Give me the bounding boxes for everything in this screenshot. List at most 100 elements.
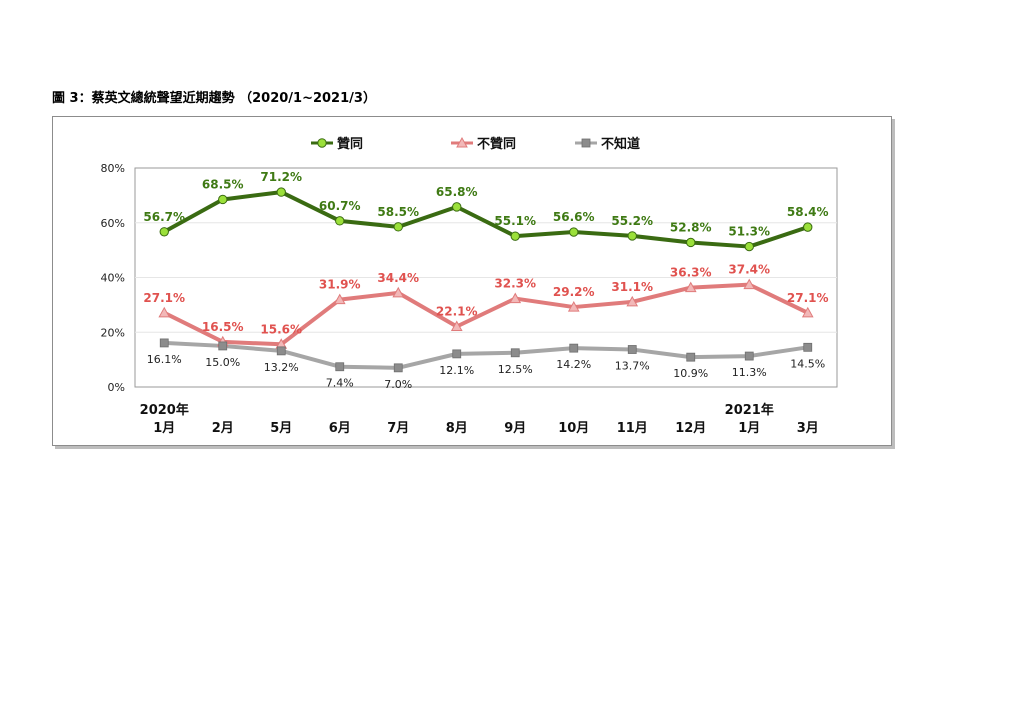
series-markers <box>158 187 814 373</box>
series-line-1 <box>163 282 809 347</box>
x-tick-year: 2020年 <box>140 402 189 418</box>
data-label: 31.9% <box>319 278 361 292</box>
data-point <box>510 231 520 241</box>
x-tick-month: 6月 <box>329 421 351 436</box>
data-label: 27.1% <box>787 291 829 305</box>
y-tick-label: 0% <box>108 381 125 394</box>
data-point <box>159 227 169 237</box>
y-tick-label: 80% <box>101 162 125 175</box>
data-label: 55.2% <box>611 214 653 228</box>
data-point <box>276 346 286 356</box>
data-label: 13.2% <box>264 361 299 374</box>
legend-label: 贊同 <box>337 136 363 152</box>
data-label: 27.1% <box>143 291 185 305</box>
data-point <box>392 286 405 298</box>
data-point <box>569 227 579 237</box>
x-tick-year: 2021年 <box>725 402 774 418</box>
data-point <box>158 306 171 318</box>
legend-marker-square-icon <box>581 138 591 148</box>
data-label: 52.8% <box>670 220 712 234</box>
data-point <box>803 342 813 352</box>
data-point <box>333 293 346 305</box>
x-tick-month: 5月 <box>270 421 292 436</box>
data-label: 60.7% <box>319 199 361 213</box>
x-tick-month: 12月 <box>675 421 706 436</box>
figure-caption: 圖 3：蔡英文總統聲望近期趨勢 （2020/1~2021/3） <box>52 91 376 106</box>
data-label: 32.3% <box>494 277 536 291</box>
x-tick-month: 9月 <box>504 421 526 436</box>
x-tick-month: 11月 <box>617 421 648 436</box>
data-label: 12.1% <box>439 364 474 377</box>
data-label: 12.5% <box>498 363 533 376</box>
data-labels: 56.7% 68.5% 71.2% 60.7% 58.5% 65.8% 55.1% 56.6%… <box>143 170 828 391</box>
data-label: 14.2% <box>556 358 591 371</box>
data-point <box>393 222 403 232</box>
data-label: 56.7% <box>143 210 185 224</box>
x-axis-ticks: 2020年 1月 2月 5月 6月 7月 8月 9月 10月 11月 12月 2021年 1月 3月 <box>140 402 819 436</box>
data-point <box>452 202 462 212</box>
y-tick-label: 20% <box>101 326 125 339</box>
line-chart: 0% 20% 40% 60% 80% 贊同 不贊同 不知道 56.7% 68.5% 71.2% 6… <box>101 136 838 436</box>
data-label: 36.3% <box>670 266 712 280</box>
chart-frame: 0% 20% 40% 60% 80% 贊同 不贊同 不知道 56.7% 68.5% 71.2% 6… <box>52 116 892 446</box>
legend-marker-circle-icon <box>317 138 327 148</box>
data-label: 31.1% <box>611 280 653 294</box>
data-point <box>452 349 462 359</box>
data-point <box>686 352 696 362</box>
data-label: 58.4% <box>787 205 829 219</box>
data-point <box>450 320 463 332</box>
series-line-2 <box>164 340 809 370</box>
legend-label: 不贊同 <box>477 136 516 152</box>
x-tick-month: 2月 <box>212 421 234 436</box>
data-point <box>510 348 520 358</box>
legend-label: 不知道 <box>601 136 640 152</box>
data-label: 37.4% <box>728 263 770 277</box>
data-label: 68.5% <box>202 177 244 191</box>
data-label: 22.1% <box>436 305 478 319</box>
data-label: 11.3% <box>732 366 767 379</box>
data-label: 15.0% <box>205 356 240 369</box>
data-label: 51.3% <box>728 225 770 239</box>
data-point <box>159 338 169 348</box>
y-tick-label: 60% <box>101 217 125 230</box>
data-label: 34.4% <box>377 271 419 285</box>
data-label: 55.1% <box>494 214 536 228</box>
x-tick-month: 1月 <box>738 421 760 436</box>
legend-marker-triangle-icon <box>456 136 468 148</box>
data-point <box>686 237 696 248</box>
data-label: 71.2% <box>260 170 302 184</box>
data-point <box>335 362 345 372</box>
x-tick-month: 10月 <box>558 421 589 436</box>
x-tick-month: 8月 <box>446 421 468 436</box>
data-point <box>276 187 286 197</box>
y-tick-label: 40% <box>101 272 125 285</box>
data-label: 29.2% <box>553 285 595 299</box>
data-point <box>218 194 228 205</box>
data-label: 65.8% <box>436 185 478 199</box>
data-label: 56.6% <box>553 210 595 224</box>
series-lines <box>163 190 809 370</box>
data-point <box>744 351 754 361</box>
data-label: 13.7% <box>615 359 650 372</box>
series-line-0 <box>163 190 809 249</box>
data-label: 10.9% <box>673 367 708 380</box>
data-point <box>803 222 813 232</box>
data-label: 16.5% <box>202 320 244 334</box>
data-label: 7.0% <box>384 378 412 391</box>
data-point <box>684 281 697 293</box>
x-tick-month: 7月 <box>387 421 409 436</box>
data-point <box>569 343 579 353</box>
data-point <box>567 301 580 312</box>
data-point <box>627 345 637 354</box>
data-point <box>218 341 228 351</box>
data-point <box>744 241 754 252</box>
data-point <box>509 292 522 304</box>
data-point <box>335 216 345 226</box>
data-point <box>743 278 756 290</box>
data-label: 14.5% <box>790 357 825 370</box>
data-point <box>627 231 637 241</box>
data-label: 16.1% <box>147 353 182 366</box>
y-axis-ticks: 0% 20% 40% 60% 80% <box>101 162 125 394</box>
legend: 贊同 不贊同 不知道 <box>311 136 640 152</box>
data-label: 58.5% <box>377 205 419 219</box>
